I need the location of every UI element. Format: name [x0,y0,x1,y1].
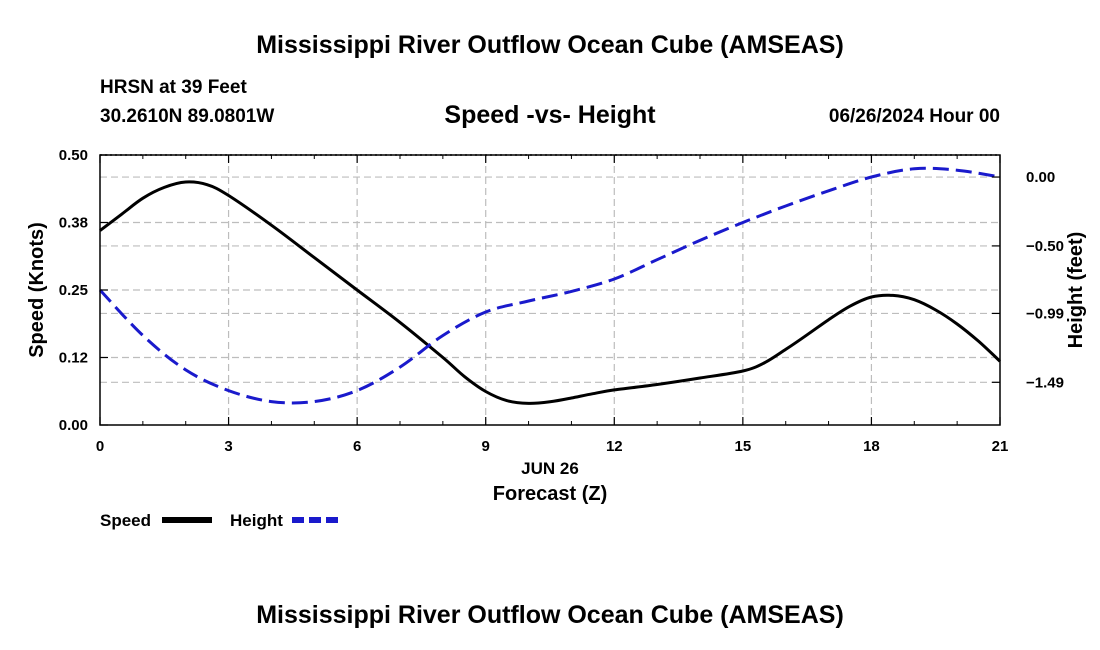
x-tick-label: 21 [992,438,1009,455]
x-tick-label: 6 [353,438,361,455]
y-tick-label: 0.38 [59,215,88,232]
x-tick-label: 3 [224,438,232,455]
y-tick-label: 0.12 [59,350,88,367]
main-title: Mississippi River Outflow Ocean Cube (AM… [256,31,844,59]
series-line-height [98,166,1001,405]
x-tick-label: 12 [606,438,623,455]
y2-tick-label: −1.49 [1026,374,1064,391]
x-tick-label: 0 [96,438,104,455]
forecast-date: 06/26/2024 Hour 00 [828,106,1000,127]
y-axis-label: Speed (Knots) [26,222,48,358]
x-tick-label: 18 [863,438,880,455]
legend-height-label: Height [230,511,283,530]
series [98,166,1002,405]
y-tick-label: 0.00 [59,417,88,434]
legend-speed-label: Speed [100,511,151,530]
x-tick-label: 15 [735,438,752,455]
chart-title: Speed -vs- Height [444,101,656,129]
y-tick-label: 0.25 [59,282,88,299]
legend: Speed Height [100,511,342,530]
x-axis-label: Forecast (Z) [493,483,607,505]
ticks: 0 3 6 9 12 15 18 21 0.00 0.12 0.25 0.38 0.50 0.00 −0.5… [59,147,1064,455]
y-tick-label: 0.50 [59,147,88,164]
y2-tick-label: −0.99 [1026,305,1064,322]
y2-tick-label: −0.50 [1026,238,1064,255]
x-axis-date: JUN 26 [521,459,579,478]
series-line-speed [99,180,1002,405]
station-label: HRSN at 39 Feet [100,77,247,98]
y2-axis-label: Height (feet) [1065,232,1087,349]
y2-tick-label: 0.00 [1026,169,1055,186]
x-tick-label: 9 [482,438,490,455]
footer-title: Mississippi River Outflow Ocean Cube (AM… [256,601,844,629]
grid [100,155,1000,425]
station-coords: 30.2610N 89.0801W [100,106,275,127]
